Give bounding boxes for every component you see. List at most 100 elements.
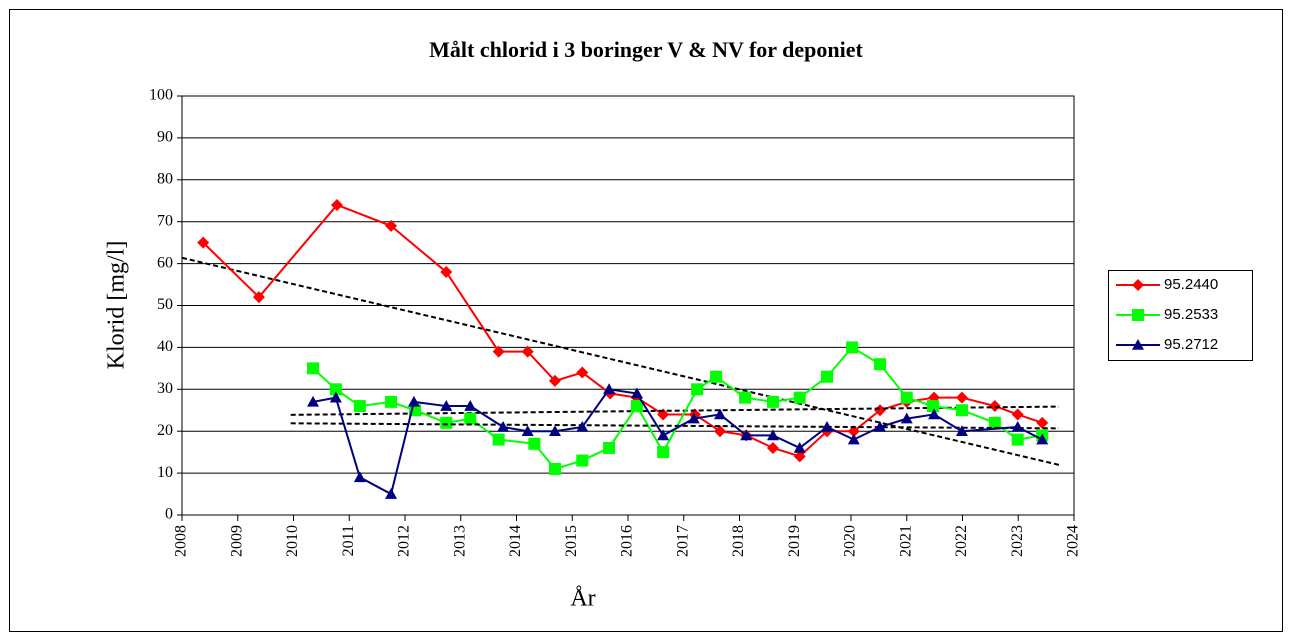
data-point — [955, 391, 968, 404]
trendline — [290, 422, 1059, 430]
y-tick-label: 70 — [157, 212, 173, 229]
data-point — [847, 425, 860, 438]
data-point — [497, 421, 510, 432]
data-point — [307, 395, 320, 407]
data-point — [353, 471, 366, 483]
data-point — [846, 341, 859, 354]
y-tick-label: 20 — [157, 422, 173, 439]
data-point — [603, 441, 616, 454]
x-tick-label: 2020 — [842, 525, 859, 557]
data-point — [657, 446, 670, 459]
data-point — [900, 412, 913, 424]
data-point — [873, 358, 886, 371]
data-point — [630, 387, 643, 399]
legend-marker — [1132, 339, 1144, 350]
data-point — [440, 400, 453, 411]
y-axis-label: Klorid [mg/l] — [104, 241, 130, 370]
data-point — [521, 425, 534, 436]
data-point — [407, 395, 420, 407]
data-point — [385, 219, 398, 232]
data-point — [440, 416, 453, 429]
x-tick-label: 2015 — [563, 525, 580, 557]
series-line — [312, 346, 1043, 471]
data-point — [576, 454, 589, 467]
data-point — [713, 408, 726, 420]
x-tick-label: 2018 — [730, 525, 747, 557]
data-point — [928, 408, 941, 420]
y-tick-label: 40 — [157, 338, 173, 355]
y-tick-label: 10 — [157, 464, 173, 481]
data-point — [576, 366, 589, 379]
data-point — [1011, 433, 1024, 446]
data-point — [793, 441, 806, 453]
plot-frame — [181, 95, 1075, 516]
data-point — [926, 400, 939, 413]
data-point — [988, 400, 1001, 413]
data-point — [988, 416, 1001, 429]
data-point — [1036, 433, 1049, 445]
data-point — [710, 370, 723, 383]
data-point — [197, 236, 210, 249]
data-point — [1011, 421, 1024, 432]
legend-label: 95.2712 — [1164, 336, 1218, 353]
y-tick-label: 100 — [149, 87, 173, 104]
x-tick-label: 2012 — [396, 525, 413, 557]
data-point — [492, 345, 505, 358]
trendline — [181, 256, 1060, 466]
data-point — [329, 391, 342, 403]
data-point — [492, 433, 505, 446]
y-tick-label: 90 — [157, 129, 173, 146]
data-point — [713, 425, 726, 438]
legend-label: 95.2440 — [1164, 276, 1218, 293]
data-point — [548, 374, 561, 387]
x-tick-label: 2009 — [228, 525, 245, 557]
data-point — [873, 404, 886, 417]
data-point — [548, 425, 561, 436]
data-point — [900, 391, 913, 404]
data-point — [307, 362, 320, 375]
legend-marker — [1132, 309, 1144, 321]
x-tick-label: 2011 — [340, 525, 357, 556]
x-tick-label: 2019 — [786, 525, 803, 557]
x-tick-label: 2022 — [953, 525, 970, 557]
data-point — [464, 400, 477, 411]
data-point — [576, 421, 589, 432]
data-point — [353, 400, 366, 413]
y-tick-label: 0 — [165, 506, 173, 523]
x-tick-label: 2023 — [1009, 525, 1026, 557]
data-point — [1036, 416, 1049, 429]
data-point — [385, 488, 398, 499]
y-tick-label: 80 — [157, 170, 173, 187]
data-point — [766, 395, 779, 408]
data-point — [330, 198, 343, 211]
data-point — [464, 412, 477, 425]
x-tick-label: 2016 — [619, 525, 636, 557]
x-tick-label: 2010 — [284, 525, 301, 557]
data-point — [252, 291, 265, 304]
data-point — [691, 383, 704, 396]
data-point — [873, 421, 886, 432]
data-point — [521, 345, 534, 358]
data-point — [955, 425, 968, 436]
x-tick-label: 2017 — [674, 525, 691, 557]
data-point — [329, 383, 342, 396]
x-tick-label: 2013 — [451, 525, 468, 557]
data-point — [657, 429, 670, 441]
x-tick-label: 2014 — [507, 525, 524, 557]
data-point — [440, 265, 453, 278]
data-point — [821, 370, 834, 383]
data-point — [793, 450, 806, 463]
y-tick-label: 50 — [157, 296, 173, 313]
data-point — [821, 421, 834, 432]
data-point — [793, 391, 806, 404]
data-point — [847, 433, 860, 445]
data-point — [1011, 408, 1024, 421]
y-tick-label: 60 — [157, 254, 173, 271]
data-point — [766, 429, 779, 441]
x-tick-label: 2021 — [897, 525, 914, 557]
chart-title: Målt chlorid i 3 boringer V & NV for dep… — [429, 37, 863, 62]
data-point — [955, 404, 968, 417]
x-tick-label: 2008 — [173, 525, 190, 557]
data-point — [528, 437, 541, 450]
